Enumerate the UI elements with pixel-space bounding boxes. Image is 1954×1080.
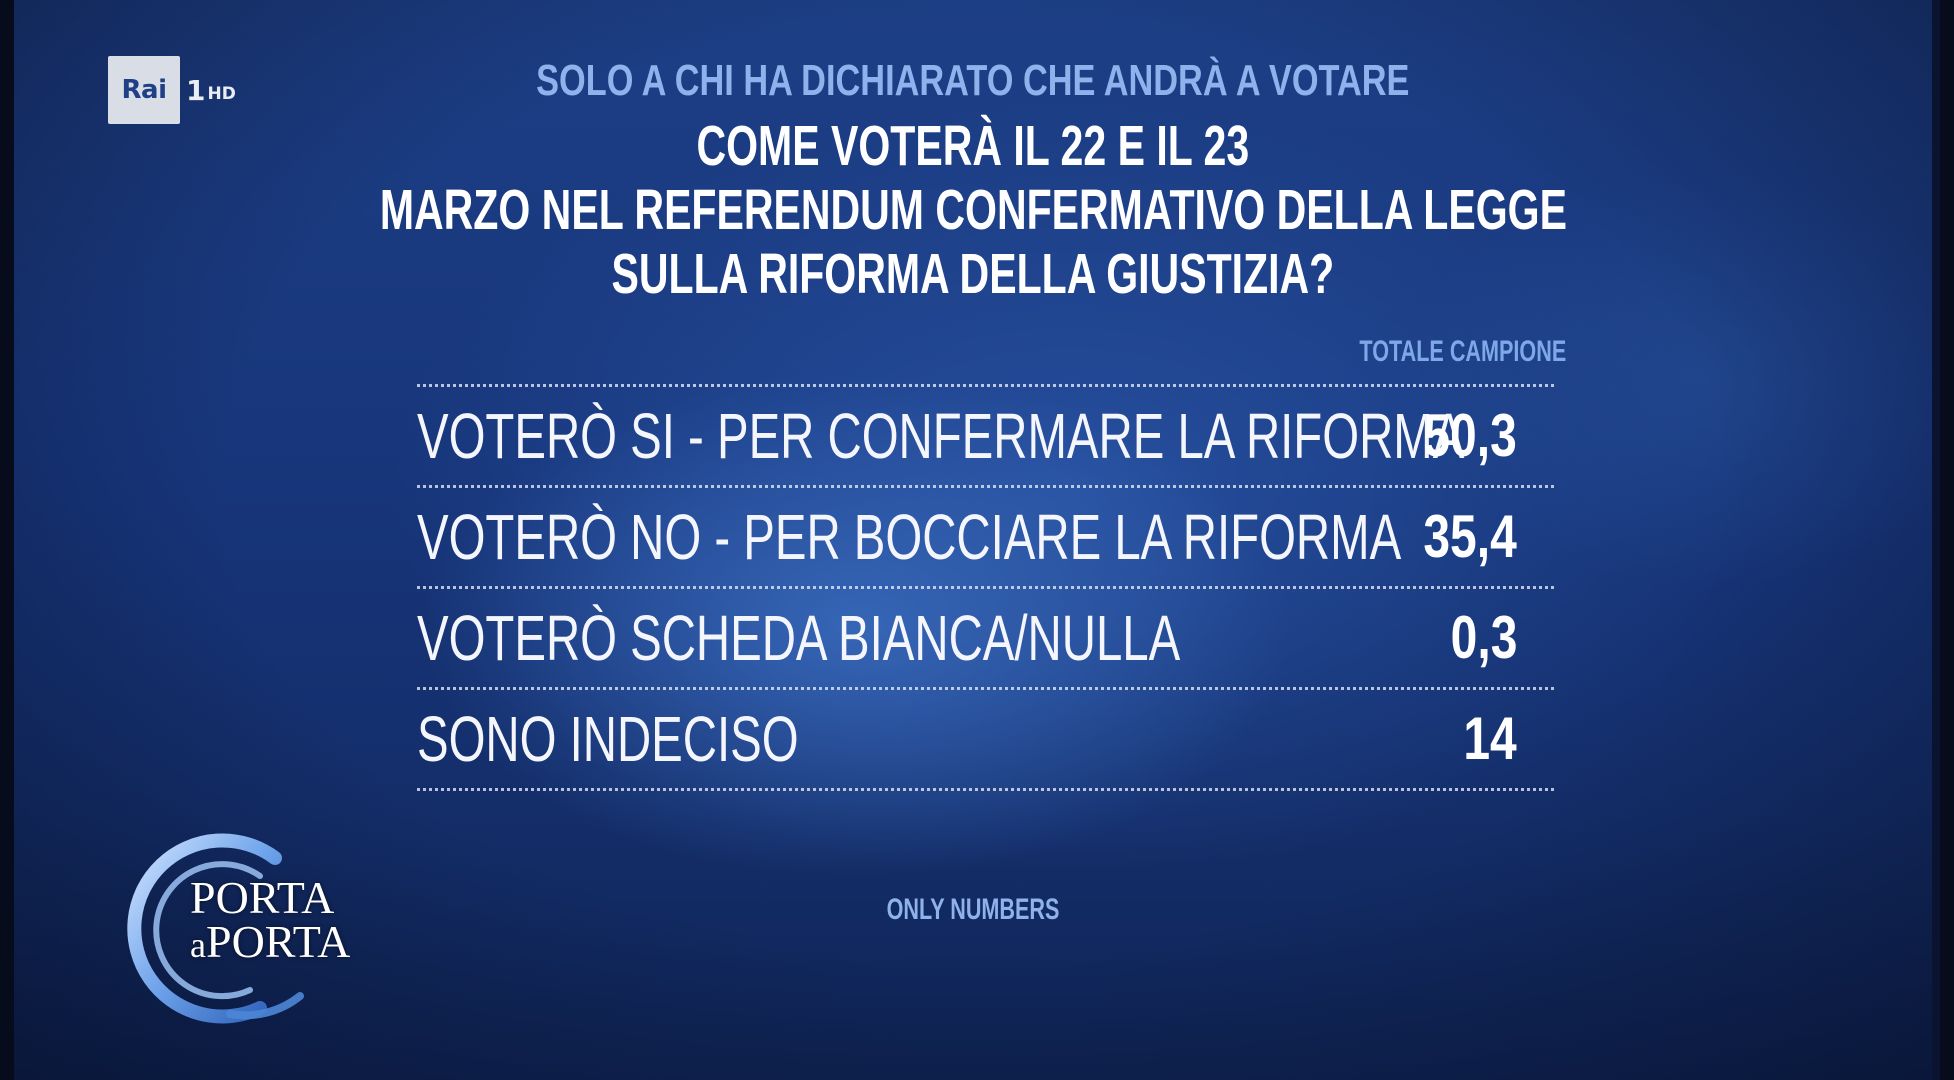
table-row: SONO INDECISO 14 — [417, 690, 1554, 788]
rai-hd-label: HD — [207, 84, 236, 104]
row-label: VOTERÒ SCHEDA BIANCA/NULLA — [417, 602, 1181, 674]
porta-a-porta-ring-icon — [127, 833, 304, 1024]
source-note-text: ONLY NUMBERS — [886, 893, 1060, 926]
table-row: VOTERÒ NO - PER BOCCIARE LA RIFORMA 35,4 — [417, 488, 1554, 586]
poll-subtitle-text: SOLO A CHI HA DICHIARATO CHE ANDRÀ A VOT… — [536, 56, 1410, 105]
row-value: 35,4 — [1423, 503, 1517, 570]
row-label: SONO INDECISO — [417, 703, 799, 775]
row-label: VOTERÒ SI - PER CONFERMARE LA RIFORMA — [417, 400, 1465, 472]
porta-a-porta-a: a — [190, 925, 206, 965]
table-row: VOTERÒ SI - PER CONFERMARE LA RIFORMA 50… — [417, 387, 1554, 485]
porta-a-porta-line-2-word: PORTA — [205, 916, 351, 967]
poll-subtitle: SOLO A CHI HA DICHIARATO CHE ANDRÀ A VOT… — [14, 56, 1932, 106]
poll-question-line-2: MARZO NEL REFERENDUM CONFERMATIVO DELLA … — [379, 178, 1567, 242]
poll-question-line-3: SULLA RIFORMA DELLA GIUSTIZIA? — [611, 242, 1335, 306]
column-header: TOTALE CAMPIONE — [1266, 334, 1566, 370]
row-divider — [417, 788, 1554, 791]
porta-a-porta-line-1: PORTA — [190, 872, 335, 923]
porta-a-porta-logo: PORTA aPORTA — [110, 828, 380, 1028]
porta-a-porta-wordmark: PORTA aPORTA — [190, 872, 350, 967]
left-border — [0, 0, 14, 1080]
poll-question-line-1: COME VOTERÀ IL 22 E IL 23 — [696, 114, 1250, 178]
poll-question: COME VOTERÀ IL 22 E IL 23 MARZO NEL REFE… — [14, 114, 1932, 306]
poll-graphic: Rai 1 HD SOLO A CHI HA DICHIARATO CHE AN… — [14, 0, 1932, 1080]
porta-a-porta-line-2: aPORTA — [190, 919, 350, 967]
row-divider — [417, 485, 1554, 488]
row-label: VOTERÒ NO - PER BOCCIARE LA RIFORMA — [417, 501, 1402, 573]
column-header-text: TOTALE CAMPIONE — [1359, 335, 1566, 368]
row-divider — [417, 586, 1554, 589]
row-value: 50,3 — [1423, 402, 1517, 469]
rai-logo-box: Rai — [108, 56, 180, 124]
row-divider — [417, 687, 1554, 690]
results-table: VOTERÒ SI - PER CONFERMARE LA RIFORMA 50… — [417, 384, 1554, 791]
right-border — [1940, 0, 1954, 1080]
row-value: 14 — [1463, 705, 1517, 772]
row-divider — [417, 384, 1554, 387]
table-row: VOTERÒ SCHEDA BIANCA/NULLA 0,3 — [417, 589, 1554, 687]
rai-channel-number: 1 — [186, 73, 206, 107]
row-value: 0,3 — [1450, 604, 1517, 671]
rai1-hd-logo: Rai 1 HD — [108, 56, 236, 124]
source-note: ONLY NUMBERS — [14, 892, 1932, 928]
